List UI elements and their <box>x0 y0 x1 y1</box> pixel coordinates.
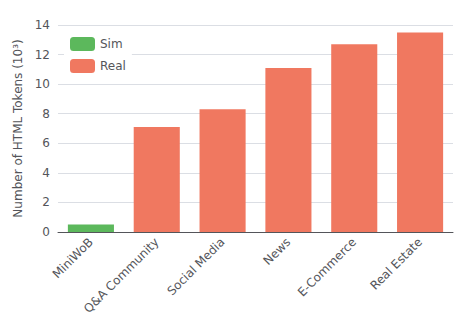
svg-text:E-Commerce: E-Commerce <box>295 235 359 299</box>
svg-text:14: 14 <box>35 18 50 32</box>
svg-text:12: 12 <box>35 48 50 62</box>
svg-text:2: 2 <box>42 195 50 209</box>
svg-text:4: 4 <box>42 166 50 180</box>
svg-text:Social Media: Social Media <box>164 235 227 298</box>
svg-text:8: 8 <box>42 107 50 121</box>
svg-text:0: 0 <box>42 225 50 239</box>
svg-text:Number of HTML Tokens (10³): Number of HTML Tokens (10³) <box>11 39 25 217</box>
svg-text:MiniWoB: MiniWoB <box>50 235 96 281</box>
svg-text:Q&A Community: Q&A Community <box>81 235 162 316</box>
svg-text:6: 6 <box>42 136 50 150</box>
svg-text:10: 10 <box>35 77 50 91</box>
svg-text:Sim: Sim <box>100 37 123 51</box>
svg-text:News: News <box>261 235 294 268</box>
svg-text:Real: Real <box>100 59 126 73</box>
svg-text:Real Estate: Real Estate <box>367 235 425 293</box>
